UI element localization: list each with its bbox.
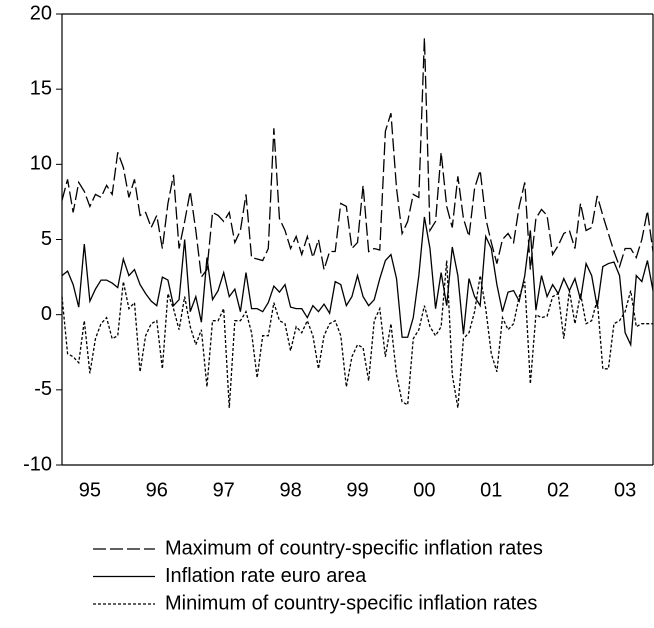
- x-tick-label: 01: [480, 479, 502, 501]
- series-line: [61, 38, 654, 279]
- legend-label: Minimum of country-specific inflation ra…: [165, 592, 537, 614]
- legend-label: Inflation rate euro area: [165, 565, 367, 587]
- x-tick-label: 02: [547, 479, 569, 501]
- y-tick-label: 15: [30, 77, 52, 99]
- y-tick-label: 5: [41, 228, 52, 250]
- series-line: [61, 260, 653, 408]
- y-tick-label: 0: [41, 303, 52, 325]
- legend-label: Maximum of country-specific inflation ra…: [165, 537, 543, 559]
- x-tick-label: 97: [213, 479, 235, 501]
- x-tick-label: 03: [614, 479, 636, 501]
- series-line: [61, 216, 654, 348]
- x-tick-label: 95: [79, 479, 101, 501]
- x-tick-label: 98: [279, 479, 301, 501]
- x-tick-label: 96: [146, 479, 168, 501]
- y-tick-label: 20: [30, 2, 52, 24]
- y-tick-label: 10: [30, 153, 52, 175]
- x-tick-label: 00: [413, 479, 435, 501]
- x-tick-label: 99: [346, 479, 368, 501]
- y-tick-label: -10: [23, 453, 52, 475]
- y-tick-label: -5: [34, 378, 52, 400]
